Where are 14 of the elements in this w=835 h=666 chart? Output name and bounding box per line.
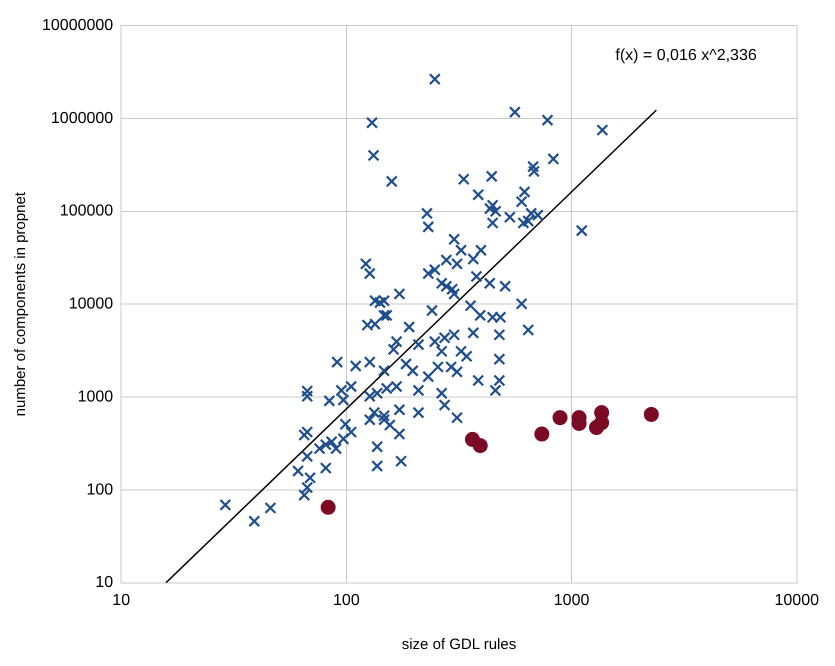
y-tick-label: 1000: [78, 388, 114, 406]
y-tick-label: 100000: [60, 202, 114, 220]
x-axis-title: size of GDL rules: [402, 636, 516, 654]
y-axis-title: number of components in propnet: [12, 191, 30, 416]
x-tick-label: 10000: [774, 592, 820, 609]
y-tick-label: 100: [86, 481, 114, 498]
y-tick-label: 10000000: [42, 17, 114, 34]
annotation: f(x) = 0,016 x^2,336: [615, 47, 757, 64]
y-tick-label: 1000000: [50, 110, 114, 127]
y-tick-label: 10: [95, 574, 114, 592]
y-tick-label: 10000: [68, 296, 114, 313]
x-tick-label: 1000: [554, 592, 590, 609]
x-tick-label: 100: [333, 592, 360, 609]
x-tick-label: 10: [112, 592, 130, 609]
